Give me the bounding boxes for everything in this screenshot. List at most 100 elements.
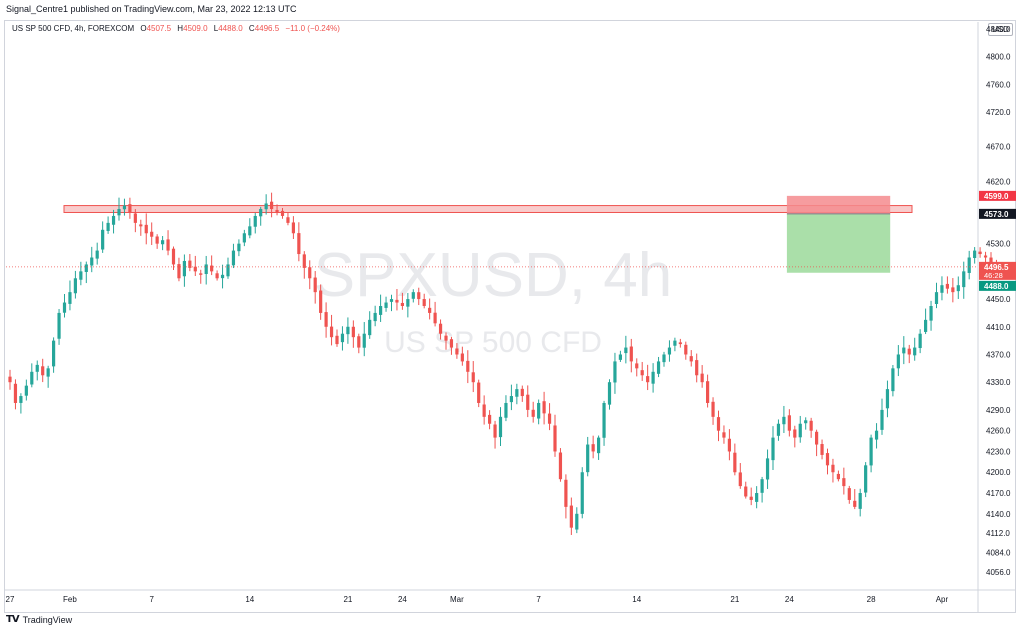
tradingview-brand[interactable]: TV TradingView	[6, 614, 72, 625]
currency-button[interactable]: USD	[988, 23, 1013, 36]
candle-body	[558, 452, 563, 480]
candle	[57, 309, 61, 345]
candle	[520, 385, 524, 402]
candle-body	[373, 312, 377, 322]
candle	[231, 243, 236, 269]
candle	[716, 410, 721, 442]
candle-body	[406, 299, 410, 307]
candle	[400, 292, 404, 310]
candle	[117, 197, 121, 221]
candle-body	[242, 233, 246, 243]
candle-body	[515, 389, 519, 397]
candle	[324, 302, 328, 338]
candle	[760, 476, 764, 503]
candle-body	[400, 302, 404, 306]
candle	[558, 448, 563, 482]
candle-body	[793, 429, 797, 438]
price-tick-label: 4450.0	[986, 295, 1011, 304]
candle-body	[580, 472, 584, 514]
candle	[368, 311, 372, 339]
candle	[885, 380, 890, 418]
candle	[918, 329, 922, 354]
candle-body	[624, 347, 628, 354]
candle-body	[161, 240, 165, 245]
candle-body	[586, 444, 590, 473]
candle-body	[967, 257, 971, 273]
price-tick-label: 4290.0	[986, 406, 1011, 415]
candle-body	[983, 255, 988, 258]
candle-body	[913, 347, 917, 356]
candle	[580, 467, 584, 519]
candle-body	[395, 299, 399, 303]
candle-body	[24, 385, 28, 396]
candle	[264, 194, 268, 215]
candle	[270, 192, 274, 218]
candle	[488, 410, 492, 430]
candle	[902, 336, 906, 365]
candle	[771, 426, 775, 470]
candle-body	[738, 472, 742, 487]
candle	[133, 209, 137, 233]
candle	[733, 443, 737, 476]
candle	[531, 401, 535, 423]
candle-body	[428, 307, 432, 313]
candles	[8, 192, 999, 535]
candle-body	[504, 402, 508, 418]
price-tick-label: 4140.0	[986, 510, 1011, 519]
candle	[62, 293, 67, 318]
time-axis[interactable]: 27 Feb 7 14 21 24 Mar 7 14 21 24 28 Apr	[5, 589, 1015, 604]
candle	[19, 393, 23, 414]
candle-body	[460, 353, 464, 362]
candle	[656, 356, 661, 378]
candle	[471, 361, 475, 393]
candle	[84, 261, 88, 284]
candle	[466, 350, 470, 384]
candle-body	[215, 273, 219, 279]
candle	[602, 400, 606, 446]
candle	[346, 317, 350, 344]
time-tick-label: 14	[632, 595, 641, 604]
candle	[373, 305, 377, 327]
candle	[929, 300, 933, 331]
candle-body	[537, 402, 541, 419]
candle	[242, 229, 246, 247]
candle	[455, 343, 459, 359]
candle-body	[798, 423, 802, 438]
price-tick-label: 4084.0	[986, 549, 1011, 558]
price-tick-label: 4800.0	[986, 53, 1011, 62]
candle-body	[351, 326, 355, 338]
candle-body	[139, 224, 143, 227]
candle	[825, 448, 830, 475]
candle-body	[716, 417, 721, 431]
short-position-tool[interactable]	[6, 195, 978, 273]
candle-body	[220, 274, 225, 279]
candle	[30, 363, 34, 388]
price-tick-label: 4230.0	[986, 447, 1011, 456]
candle-body	[84, 264, 88, 272]
candle	[591, 435, 595, 459]
candle-body	[73, 278, 77, 294]
symbol-name[interactable]: US SP 500 CFD, 4h, FOREXCOM	[12, 24, 135, 33]
candle-body	[618, 354, 622, 360]
candle-body	[842, 478, 846, 487]
candle	[651, 363, 655, 393]
candle	[291, 216, 295, 240]
high-label: H	[177, 24, 184, 33]
candle-body	[319, 290, 323, 313]
time-tick-label: Feb	[63, 595, 77, 604]
candle-body	[106, 222, 110, 231]
candle-body	[858, 493, 862, 509]
candle-body	[744, 486, 748, 497]
candle	[204, 255, 208, 285]
candle	[727, 429, 731, 461]
candle-body	[384, 302, 388, 308]
candle-body	[248, 226, 252, 236]
candle	[787, 409, 791, 437]
candle-body	[869, 437, 873, 466]
candle	[210, 255, 214, 276]
candle-body	[646, 376, 650, 383]
price-axis[interactable]: 4840.0 4800.0 4760.0 4720.0 4670.0 4620.0 4530…	[977, 22, 1011, 612]
entry-price-badge-bg	[979, 208, 1016, 219]
candle	[738, 463, 742, 489]
